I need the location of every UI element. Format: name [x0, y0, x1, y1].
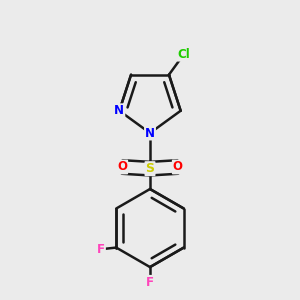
Text: F: F: [97, 243, 105, 256]
Text: O: O: [117, 160, 127, 173]
Text: Cl: Cl: [178, 48, 190, 61]
Text: F: F: [146, 276, 154, 289]
Text: N: N: [114, 104, 124, 117]
Text: O: O: [173, 160, 183, 173]
Text: N: N: [145, 127, 155, 140]
Text: S: S: [146, 162, 154, 175]
